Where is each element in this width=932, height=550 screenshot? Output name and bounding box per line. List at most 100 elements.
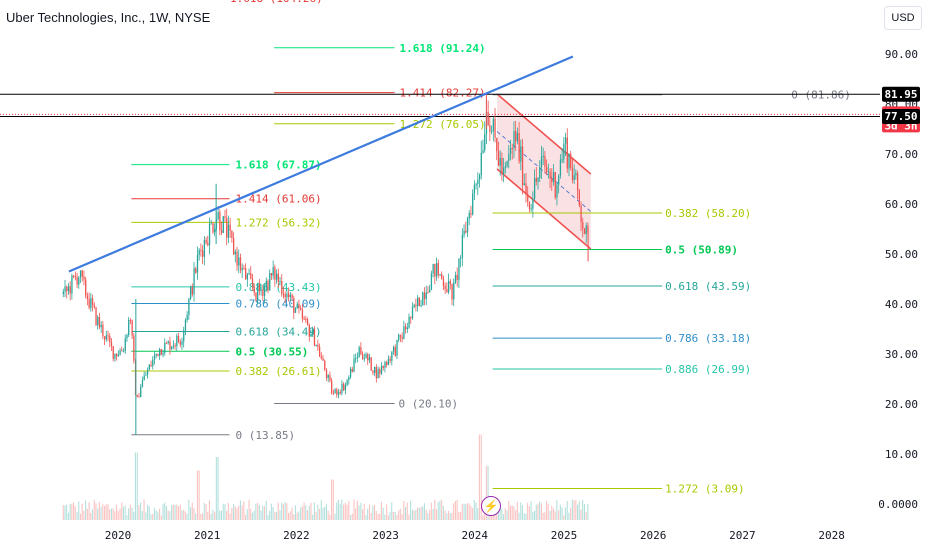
fib-levels: 1.618 (67.87) 1.414 (61.06) 1.272 (56.32) 0…	[131, 42, 851, 496]
volume-bar	[344, 502, 346, 520]
candle-body	[119, 350, 121, 355]
candle	[136, 394, 138, 398]
candle	[243, 264, 245, 270]
candle	[117, 350, 120, 357]
volume-bar	[573, 500, 575, 520]
candle-body	[492, 118, 494, 132]
candle	[458, 258, 460, 289]
volume-bar	[408, 514, 410, 520]
candle-body	[324, 360, 326, 370]
y-tick-label: 90.00	[885, 48, 918, 61]
candle	[573, 164, 575, 184]
candle	[434, 263, 436, 285]
candle-body	[439, 274, 441, 276]
candle	[348, 375, 350, 385]
candle	[525, 172, 527, 203]
fib-level-label: 0.786 (33.18)	[665, 332, 751, 345]
candle-body	[558, 175, 560, 185]
volume-bar	[312, 514, 314, 520]
candle-body	[117, 354, 120, 357]
candle	[260, 284, 262, 296]
candle	[160, 348, 163, 356]
candle-body	[537, 177, 539, 182]
candle	[116, 353, 118, 361]
candle-body	[227, 224, 230, 238]
candle	[472, 189, 474, 216]
candle	[322, 354, 324, 361]
candle	[140, 384, 142, 398]
candle-body	[561, 159, 563, 161]
candle	[133, 333, 135, 364]
lightning-icon[interactable]: ⚡	[481, 496, 501, 516]
candle	[473, 180, 476, 201]
volume-bar	[518, 512, 520, 520]
candle-body	[277, 273, 279, 282]
candle-body	[146, 369, 149, 375]
volume-bar	[246, 509, 248, 520]
volume-bar	[582, 499, 584, 520]
price-badge	[882, 109, 920, 124]
candle	[356, 352, 359, 363]
candle	[205, 237, 207, 245]
candle-body	[284, 294, 286, 298]
candle	[236, 246, 238, 271]
volume-bar	[451, 512, 453, 520]
volume-bar	[253, 510, 255, 520]
candle-body	[413, 304, 415, 307]
candle	[234, 249, 236, 263]
volume-bar	[172, 504, 174, 520]
candle	[418, 297, 421, 307]
candle-body	[275, 273, 278, 280]
volume-bar	[478, 434, 480, 520]
candle-body	[238, 257, 240, 266]
volume-bar	[336, 502, 338, 520]
candle-body	[379, 369, 381, 374]
x-tick-label: 2025	[551, 529, 578, 542]
candle	[281, 274, 283, 297]
candle	[365, 352, 367, 359]
candle-body	[477, 179, 479, 184]
volume-bar	[585, 512, 587, 520]
candle	[232, 232, 235, 255]
candle-body	[282, 294, 285, 296]
candle-body	[337, 391, 340, 395]
candle-body	[73, 275, 75, 277]
volume-bar	[270, 503, 272, 520]
volume-bar	[320, 499, 322, 520]
candle	[196, 246, 199, 280]
candle	[169, 336, 171, 355]
candle-body	[286, 293, 288, 298]
candle	[570, 150, 572, 171]
volume-bar	[176, 504, 178, 520]
volume-bar	[329, 514, 331, 520]
volume-bar	[250, 508, 252, 520]
candle	[504, 161, 507, 174]
volume-bar	[74, 506, 76, 520]
volume-bar	[179, 504, 181, 520]
candle-body	[193, 268, 195, 295]
currency-button[interactable]: USD	[884, 6, 922, 30]
volume-bar	[583, 504, 585, 520]
candle	[470, 205, 472, 219]
volume-bar	[157, 511, 159, 520]
volume-bar	[274, 512, 276, 520]
x-tick-label: 2024	[462, 529, 489, 542]
candle	[578, 188, 580, 208]
candle	[141, 376, 144, 388]
volume-bar	[405, 507, 407, 520]
candle-body	[496, 137, 498, 152]
candle-body	[136, 395, 138, 397]
candle	[300, 305, 302, 311]
volume-bar	[306, 510, 308, 520]
volume-bar	[214, 511, 216, 520]
candle-body	[489, 125, 491, 132]
volume-bar	[286, 503, 288, 520]
candle	[422, 291, 424, 306]
candle	[492, 116, 494, 142]
candle-body	[355, 357, 357, 359]
candle	[370, 357, 372, 371]
volume-bar	[153, 508, 155, 520]
candle-body	[430, 273, 433, 290]
